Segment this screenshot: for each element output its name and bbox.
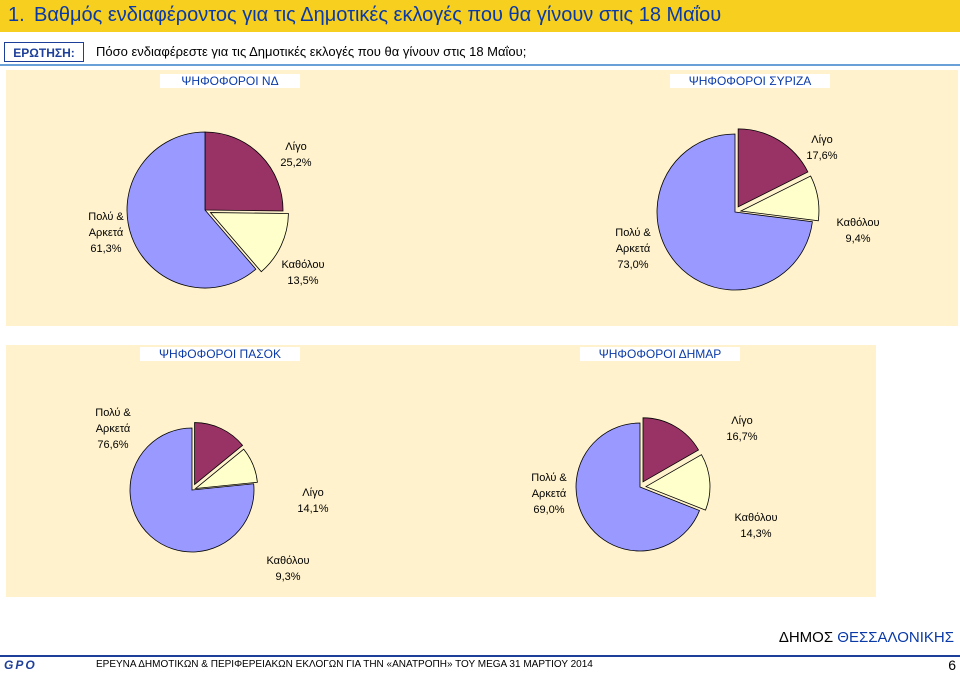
pie-slice-katholou (739, 175, 820, 222)
question-divider (0, 64, 960, 66)
pie-slice-ligo (194, 422, 244, 486)
data-label-ligo: Λίγο 25,2% (280, 141, 311, 169)
gpo-logo: GPO (4, 658, 37, 672)
data-label-polu: Πολύ & Αρκετά 61,3% (88, 211, 124, 255)
pie-dimar: Λίγο 16,7% Καθόλου 14,3% Πολύ & Αρκετά 69,0% (531, 415, 778, 552)
data-label-katholou: Καθόλου 14,3% (734, 512, 777, 540)
chart-title-syriza: ΨΗΦΟΦΟΡΟΙ ΣΥΡΙΖΑ (670, 74, 830, 88)
pie-nd: Λίγο 25,2% Καθόλου 13,5% Πολύ & Αρκετά 61,3% (88, 131, 325, 289)
pie-slice-polu (575, 422, 701, 552)
footer-municipality: ΔΗΜΟΣ ΘΕΣΣΑΛΟΝΙΚΗΣ (779, 629, 954, 646)
question-row: ΕΡΩΤΗΣΗ: Πόσο ενδιαφέρεστε για τις Δημοτ… (0, 40, 960, 66)
title-number: 1. (8, 4, 25, 26)
pie-slice-polu (126, 131, 257, 289)
data-label-polu: Πολύ & Αρκετά 69,0% (531, 472, 567, 516)
pie-slice-polu (656, 133, 813, 291)
data-label-ligo: Λίγο 17,6% (806, 134, 837, 162)
pie-slice-ligo (204, 131, 284, 212)
pie-slice-ligo (737, 128, 809, 208)
chart-title-pasok: ΨΗΦΟΦΟΡΟΙ ΠΑΣΟΚ (140, 347, 300, 361)
pie-slice-katholou (645, 454, 711, 511)
footer-survey-text: ΕΡΕΥΝΑ ΔΗΜΟΤΙΚΩΝ & ΠΕΡΙΦΕΡΕΙΑΚΩΝ ΕΚΛΟΓΩΝ… (96, 659, 593, 670)
footer-city: ΘΕΣΣΑΛΟΝΙΚΗΣ (837, 629, 954, 646)
data-label-polu: Πολύ & Αρκετά 76,6% (95, 407, 131, 451)
footer-dhmos: ΔΗΜΟΣ (778, 629, 834, 646)
page-number: 6 (948, 657, 956, 673)
data-label-katholou: Καθόλου 9,4% (836, 217, 879, 245)
pie-syriza: Λίγο 17,6% Καθόλου 9,4% Πολύ & Αρκετά 73,0% (615, 128, 880, 291)
question-label: ΕΡΩΤΗΣΗ: (4, 42, 84, 62)
title-text: Βαθμός ενδιαφέροντος για τις Δημοτικές ε… (34, 4, 722, 26)
pie-slice-katholou (209, 212, 289, 273)
data-label-katholou: Καθόλου 13,5% (281, 259, 324, 287)
chart-title-nd: ΨΗΦΟΦΟΡΟΙ ΝΔ (160, 74, 300, 88)
question-text: Πόσο ενδιαφέρεστε για τις Δημοτικές εκλο… (96, 44, 527, 59)
page-title: 1. Βαθμός ενδιαφέροντος για τις Δημοτικές… (0, 0, 960, 32)
data-label-ligo: Λίγο 16,7% (726, 415, 757, 443)
chart-title-dimar: ΨΗΦΟΦΟΡΟΙ ΔΗΜΑΡ (580, 347, 740, 361)
pie-slice-ligo (642, 417, 700, 483)
data-label-katholou: Καθόλου 9,3% (266, 555, 309, 583)
pie-pasok: Λίγο 14,1% Καθόλου 9,3% Πολύ & Αρκετά 76,6% (95, 407, 329, 583)
footer-bar: GPO ΕΡΕΥΝΑ ΔΗΜΟΤΙΚΩΝ & ΠΕΡΙΦΕΡΕΙΑΚΩΝ ΕΚΛ… (0, 655, 960, 675)
data-label-ligo: Λίγο 14,1% (297, 487, 328, 515)
data-label-polu: Πολύ & Αρκετά 73,0% (615, 227, 651, 271)
pie-slice-polu (129, 427, 255, 553)
pie-slice-katholou (194, 448, 258, 490)
